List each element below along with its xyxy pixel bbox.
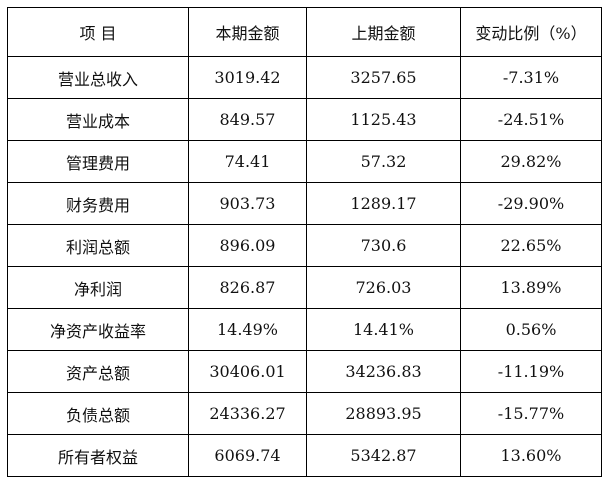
- table-row: 管理费用 74.41 57.32 29.82%: [7, 140, 602, 183]
- previous-amount: 57.32: [306, 140, 461, 183]
- item-name: 营业成本: [7, 98, 189, 141]
- current-amount: 6069.74: [188, 434, 307, 477]
- financial-table: 项 目 本期金额 上期金额 变动比例（%） 营业总收入 3019.42 3257.6…: [7, 7, 602, 477]
- previous-amount: 1289.17: [306, 182, 461, 225]
- previous-amount: 28893.95: [306, 392, 461, 435]
- change-ratio: 13.89%: [460, 266, 602, 309]
- table-row: 利润总额 896.09 730.6 22.65%: [7, 224, 602, 267]
- current-amount: 3019.42: [188, 56, 307, 99]
- table-row: 净资产收益率 14.49% 14.41% 0.56%: [7, 308, 602, 351]
- item-name: 净利润: [7, 266, 189, 309]
- item-name: 营业总收入: [7, 56, 189, 99]
- header-change: 变动比例（%）: [460, 7, 602, 57]
- previous-amount: 1125.43: [306, 98, 461, 141]
- current-amount: 903.73: [188, 182, 307, 225]
- previous-amount: 726.03: [306, 266, 461, 309]
- item-name: 资产总额: [7, 350, 189, 393]
- previous-amount: 5342.87: [306, 434, 461, 477]
- item-name: 利润总额: [7, 224, 189, 267]
- header-current: 本期金额: [188, 7, 307, 57]
- item-name: 管理费用: [7, 140, 189, 183]
- previous-amount: 34236.83: [306, 350, 461, 393]
- change-ratio: -7.31%: [460, 56, 602, 99]
- change-ratio: 13.60%: [460, 434, 602, 477]
- table-row: 所有者权益 6069.74 5342.87 13.60%: [7, 434, 602, 477]
- item-name: 所有者权益: [7, 434, 189, 477]
- current-amount: 826.87: [188, 266, 307, 309]
- change-ratio: -11.19%: [460, 350, 602, 393]
- table-row: 营业成本 849.57 1125.43 -24.51%: [7, 98, 602, 141]
- change-ratio: -24.51%: [460, 98, 602, 141]
- change-ratio: 29.82%: [460, 140, 602, 183]
- header-item: 项 目: [7, 7, 189, 57]
- table-row: 净利润 826.87 726.03 13.89%: [7, 266, 602, 309]
- change-ratio: -15.77%: [460, 392, 602, 435]
- change-ratio: -29.90%: [460, 182, 602, 225]
- table-row: 财务费用 903.73 1289.17 -29.90%: [7, 182, 602, 225]
- previous-amount: 3257.65: [306, 56, 461, 99]
- change-ratio: 0.56%: [460, 308, 602, 351]
- current-amount: 24336.27: [188, 392, 307, 435]
- current-amount: 896.09: [188, 224, 307, 267]
- current-amount: 74.41: [188, 140, 307, 183]
- previous-amount: 14.41%: [306, 308, 461, 351]
- item-name: 财务费用: [7, 182, 189, 225]
- change-ratio: 22.65%: [460, 224, 602, 267]
- header-previous: 上期金额: [306, 7, 461, 57]
- previous-amount: 730.6: [306, 224, 461, 267]
- item-name: 负债总额: [7, 392, 189, 435]
- item-name: 净资产收益率: [7, 308, 189, 351]
- table-row: 营业总收入 3019.42 3257.65 -7.31%: [7, 56, 602, 99]
- current-amount: 14.49%: [188, 308, 307, 351]
- header-row: 项 目 本期金额 上期金额 变动比例（%）: [7, 7, 602, 57]
- current-amount: 30406.01: [188, 350, 307, 393]
- current-amount: 849.57: [188, 98, 307, 141]
- table-row: 负债总额 24336.27 28893.95 -15.77%: [7, 392, 602, 435]
- table-row: 资产总额 30406.01 34236.83 -11.19%: [7, 350, 602, 393]
